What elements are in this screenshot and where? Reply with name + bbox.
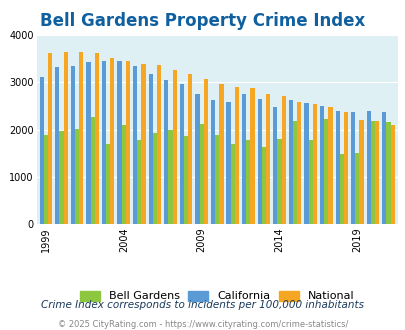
Bar — [226, 103, 230, 224]
Bar — [358, 120, 363, 224]
Bar — [44, 135, 48, 224]
Bar — [168, 129, 172, 224]
Bar — [79, 52, 83, 224]
Bar — [265, 94, 270, 224]
Text: Crime Index corresponds to incidents per 100,000 inhabitants: Crime Index corresponds to incidents per… — [41, 300, 364, 310]
Bar — [288, 100, 292, 224]
Bar — [188, 74, 192, 224]
Bar — [350, 112, 354, 224]
Bar — [277, 139, 281, 224]
Bar — [328, 107, 332, 224]
Bar — [195, 94, 199, 224]
Bar — [137, 140, 141, 224]
Bar — [59, 131, 64, 224]
Bar — [90, 117, 94, 224]
Bar — [292, 121, 296, 224]
Bar — [323, 118, 328, 224]
Bar — [261, 147, 265, 224]
Bar — [234, 87, 239, 224]
Bar — [319, 106, 323, 224]
Bar — [70, 66, 75, 224]
Bar — [381, 113, 386, 224]
Bar — [257, 99, 261, 224]
Bar — [183, 136, 188, 224]
Text: © 2025 CityRating.com - https://www.cityrating.com/crime-statistics/: © 2025 CityRating.com - https://www.city… — [58, 319, 347, 329]
Bar — [203, 79, 207, 224]
Bar — [386, 122, 390, 224]
Bar — [374, 121, 378, 224]
Bar — [126, 61, 130, 224]
Bar — [230, 144, 234, 224]
Bar — [94, 53, 99, 224]
Bar — [210, 100, 215, 224]
Text: Bell Gardens Property Crime Index: Bell Gardens Property Crime Index — [40, 12, 365, 30]
Bar — [86, 62, 90, 224]
Bar — [354, 153, 358, 224]
Bar — [75, 129, 79, 224]
Bar — [179, 84, 183, 224]
Bar — [250, 88, 254, 224]
Bar — [219, 84, 223, 224]
Bar — [273, 107, 277, 224]
Bar — [246, 140, 250, 224]
Bar — [304, 103, 308, 224]
Legend: Bell Gardens, California, National: Bell Gardens, California, National — [79, 291, 354, 301]
Bar — [241, 94, 246, 224]
Bar — [55, 67, 59, 224]
Bar — [215, 135, 219, 224]
Bar — [39, 77, 44, 224]
Bar — [117, 61, 121, 224]
Bar — [110, 58, 114, 224]
Bar — [102, 61, 106, 224]
Bar — [312, 104, 316, 224]
Bar — [133, 66, 137, 224]
Bar — [370, 121, 374, 224]
Bar — [390, 125, 394, 224]
Bar — [172, 70, 176, 224]
Bar — [366, 112, 370, 224]
Bar — [308, 140, 312, 224]
Bar — [106, 144, 110, 224]
Bar — [64, 52, 68, 224]
Bar — [157, 65, 161, 224]
Bar — [148, 75, 152, 224]
Bar — [164, 80, 168, 224]
Bar — [122, 125, 126, 224]
Bar — [199, 124, 203, 224]
Bar — [152, 133, 157, 224]
Bar — [343, 113, 347, 224]
Bar — [48, 53, 52, 224]
Bar — [296, 102, 301, 224]
Bar — [335, 111, 339, 224]
Bar — [339, 154, 343, 224]
Bar — [281, 96, 285, 224]
Bar — [141, 64, 145, 224]
